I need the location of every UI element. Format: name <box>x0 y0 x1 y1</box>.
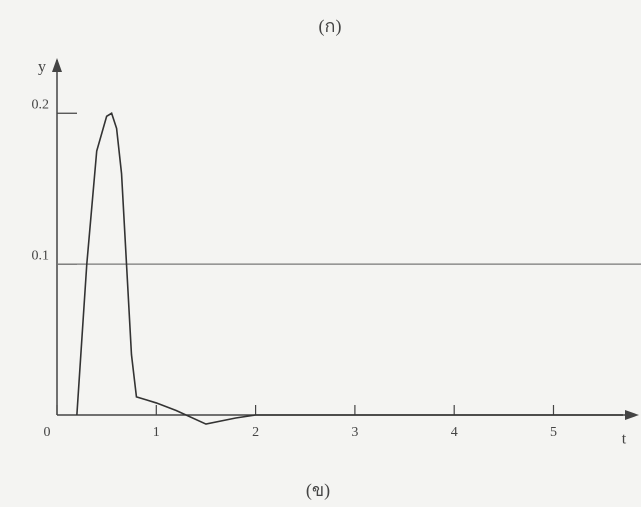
x-axis-arrow <box>625 410 639 420</box>
x-tick-label: 0 <box>44 425 51 440</box>
x-axis-label: t <box>622 431 627 448</box>
x-tick-label: 2 <box>252 425 259 440</box>
y-axis-arrow <box>52 58 62 72</box>
y-tick-label: 0.2 <box>32 97 50 112</box>
line-series <box>77 113 623 424</box>
y-axis-label: y <box>38 59 46 76</box>
x-tick-label: 3 <box>351 425 358 440</box>
chart-title: (ก) <box>319 16 342 37</box>
x-tick-label: 4 <box>451 425 458 440</box>
x-tick-label: 5 <box>550 425 557 440</box>
y-tick-label: 0.1 <box>32 248 50 263</box>
chart: (ก) (ข) y t 0 1 2 3 4 5 0.1 0.2 <box>0 0 641 507</box>
caption: (ข) <box>306 480 330 501</box>
x-tick-label: 1 <box>153 425 160 440</box>
